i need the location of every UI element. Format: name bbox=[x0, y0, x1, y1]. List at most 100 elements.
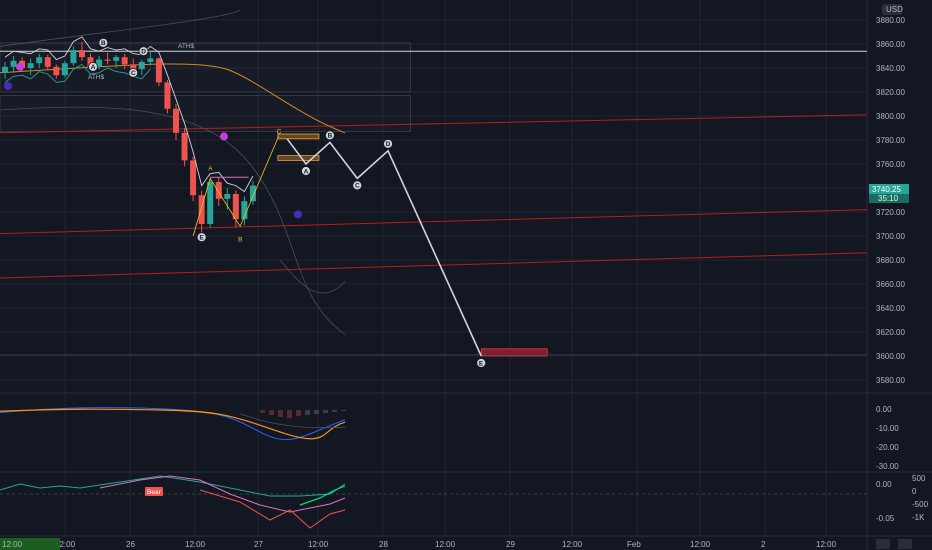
price-tick-label: 3620.00 bbox=[876, 328, 905, 337]
candle-body bbox=[198, 195, 205, 224]
price-tick-label: 3720.00 bbox=[876, 208, 905, 217]
candle-body bbox=[53, 66, 60, 76]
osc1-tick-label: -30.00 bbox=[876, 462, 899, 471]
candle-body bbox=[113, 57, 120, 61]
wave-label-e: E bbox=[479, 360, 484, 367]
osc2-line-green bbox=[299, 485, 346, 506]
price-tick-label: 3760.00 bbox=[876, 160, 905, 169]
price-tick-label: 3880.00 bbox=[876, 16, 905, 25]
candle-body bbox=[121, 57, 128, 65]
oscillator-2-axis: 0.00 -0.05 500 0 -500 -1K bbox=[876, 474, 929, 523]
time-tick-label: 29 bbox=[506, 540, 515, 549]
signal-dot bbox=[294, 210, 302, 219]
candle-body bbox=[164, 82, 171, 109]
wave-label-circle bbox=[324, 130, 335, 141]
time-tick-label: 12:00 bbox=[435, 540, 456, 549]
bear-badge: Bear bbox=[145, 487, 163, 496]
price-axis[interactable]: 3880.00 3860.00 3840.00 3820.00 3800.00 3780.… bbox=[876, 16, 905, 385]
wave-label-circle bbox=[352, 180, 363, 191]
osc1-histogram-bar bbox=[260, 410, 265, 413]
wave-label-circle bbox=[301, 166, 311, 176]
osc2-right-tick-label: 0 bbox=[912, 487, 917, 496]
time-tick-label: 2 bbox=[761, 540, 766, 549]
osc1-histogram-bar bbox=[287, 410, 292, 418]
price-tick-label: 3800.00 bbox=[876, 112, 905, 121]
osc2-line-pink bbox=[99, 475, 346, 513]
wave-label-circle bbox=[476, 358, 487, 368]
candle-body bbox=[36, 57, 43, 64]
oscillator-panel-2 bbox=[0, 475, 867, 529]
osc1-histogram-bar bbox=[278, 410, 283, 417]
candle-body bbox=[2, 66, 8, 73]
candle-body bbox=[104, 59, 111, 61]
candle-body bbox=[61, 63, 68, 76]
candle-body bbox=[181, 132, 188, 161]
projection-path bbox=[286, 138, 482, 357]
price-tick-label: 3600.00 bbox=[876, 352, 905, 361]
svg-text:Bear: Bear bbox=[147, 489, 162, 496]
osc2-line-teal bbox=[0, 475, 346, 497]
wave-label-c: C bbox=[355, 183, 360, 190]
svg-text:3740.25: 3740.25 bbox=[872, 185, 901, 194]
trendline-red bbox=[0, 209, 868, 235]
time-tick-label: 27 bbox=[254, 540, 263, 549]
candle-body bbox=[173, 108, 179, 133]
wave-label-c: C bbox=[131, 70, 136, 77]
last-price-badge: 3740.25 35:10 bbox=[869, 184, 909, 203]
envelope-line bbox=[0, 106, 346, 335]
osc1-histogram-bar bbox=[314, 410, 319, 414]
zone-box bbox=[277, 133, 320, 140]
price-tick-label: 3780.00 bbox=[876, 136, 905, 145]
osc1-tick-label: 0.00 bbox=[876, 405, 892, 414]
time-tick-label: 26 bbox=[126, 540, 135, 549]
candle-body bbox=[249, 185, 256, 202]
trendline-red bbox=[0, 252, 868, 279]
candle-body bbox=[10, 60, 17, 67]
osc2-tick-label: -0.05 bbox=[876, 514, 895, 523]
candle-body bbox=[241, 201, 248, 220]
candlestick-series bbox=[2, 36, 302, 235]
settings-button[interactable] bbox=[876, 539, 890, 549]
osc1-histogram-bar bbox=[332, 410, 337, 412]
osc2-right-tick-label: 500 bbox=[912, 474, 926, 483]
candle-body bbox=[215, 182, 222, 199]
svg-text:35:10: 35:10 bbox=[878, 194, 899, 203]
time-tick-label: Feb bbox=[627, 540, 641, 549]
oscillator-1-axis: 0.00 -10.00 -20.00 -30.00 bbox=[876, 405, 899, 471]
zone-box bbox=[0, 42, 411, 93]
osc1-tick-label: -10.00 bbox=[876, 424, 899, 433]
candle-body bbox=[155, 58, 162, 83]
zone-box bbox=[480, 348, 548, 357]
wave-label-circle bbox=[383, 138, 393, 149]
ath-low-label: ATH$ bbox=[88, 74, 105, 81]
scale-button[interactable] bbox=[898, 539, 912, 549]
time-axis-left-badge bbox=[0, 538, 60, 550]
wave-label-e: E bbox=[199, 235, 204, 242]
osc2-tick-label: 0.00 bbox=[876, 480, 892, 489]
candle-body bbox=[224, 194, 231, 199]
wave-label-circle bbox=[128, 67, 139, 78]
yellow-wave-label: C bbox=[277, 128, 282, 135]
signal-dot bbox=[4, 82, 12, 90]
price-tick-label: 3640.00 bbox=[876, 304, 905, 313]
wave-label-circle bbox=[98, 37, 109, 48]
time-tick-label: 12:00 bbox=[185, 540, 206, 549]
osc1-histogram-bar bbox=[269, 410, 274, 415]
yellow-wave-label: A bbox=[208, 166, 213, 173]
wave-label-d: D bbox=[386, 141, 391, 148]
price-tick-label: 3840.00 bbox=[876, 64, 905, 73]
wave-label-a: A bbox=[91, 64, 96, 71]
price-tick-label: 3860.00 bbox=[876, 40, 905, 49]
signal-dot bbox=[220, 132, 228, 141]
candle-body bbox=[190, 160, 197, 196]
time-tick-label: 12:00 bbox=[55, 540, 76, 549]
zone-box bbox=[0, 95, 411, 132]
wave-label-circle bbox=[88, 61, 98, 72]
time-axis[interactable]: 12:00 26 12:00 27 12:00 28 12:00 29 12:00 Feb 12:0… bbox=[0, 540, 837, 549]
time-tick-label: 12:00 bbox=[816, 540, 837, 549]
candle-body bbox=[87, 57, 94, 67]
candle-body bbox=[70, 50, 77, 64]
osc1-line-grey bbox=[239, 413, 346, 429]
wave-label-circle bbox=[196, 232, 207, 243]
